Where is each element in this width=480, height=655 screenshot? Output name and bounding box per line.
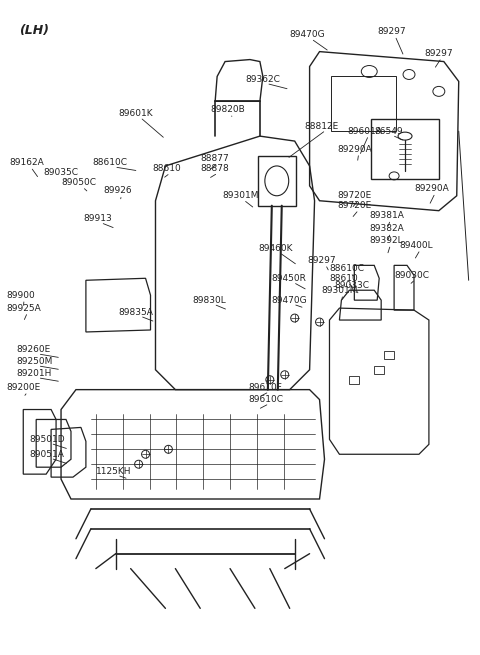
Bar (332, 77, 396, 131)
Bar (371, 119, 439, 179)
Text: 89201H: 89201H (16, 369, 52, 378)
Text: 1125KH: 1125KH (96, 466, 132, 476)
Text: 88877: 88877 (200, 155, 229, 164)
Text: 89260E: 89260E (16, 345, 50, 354)
Text: 89362C: 89362C (245, 75, 280, 84)
Text: 89470G: 89470G (290, 30, 325, 39)
Text: 89382A: 89382A (369, 224, 404, 233)
Text: 89820B: 89820B (210, 105, 245, 114)
Text: (LH): (LH) (19, 24, 49, 37)
Text: 89610C: 89610C (248, 395, 283, 404)
Text: 89381A: 89381A (369, 211, 404, 220)
Text: 89925A: 89925A (6, 304, 41, 312)
Text: 89051A: 89051A (29, 450, 64, 458)
Text: 89392L: 89392L (369, 236, 403, 245)
Text: 88610C: 88610C (93, 159, 128, 168)
Text: 89926: 89926 (104, 186, 132, 195)
Text: 89501D: 89501D (29, 435, 65, 444)
Text: 89050C: 89050C (61, 178, 96, 187)
Text: 89033C: 89033C (335, 281, 370, 290)
Text: 89720E: 89720E (337, 201, 372, 210)
Text: 89030C: 89030C (394, 271, 429, 280)
Text: 89301M: 89301M (222, 191, 259, 200)
Text: 89460K: 89460K (258, 244, 292, 253)
Text: 88610C: 88610C (329, 264, 364, 273)
Text: 89450R: 89450R (272, 274, 307, 283)
Text: 89290A: 89290A (414, 184, 449, 193)
Text: 86549: 86549 (374, 126, 403, 136)
Bar (374, 365, 384, 374)
Text: 89601K: 89601K (119, 109, 153, 118)
Text: 89610F: 89610F (248, 383, 282, 392)
Text: 89830L: 89830L (192, 295, 226, 305)
Text: 89835A: 89835A (119, 308, 154, 316)
Text: 89297: 89297 (377, 28, 406, 36)
Text: 89200E: 89200E (6, 383, 41, 392)
Bar (384, 351, 394, 359)
Bar (349, 376, 360, 384)
Text: 89297: 89297 (424, 49, 453, 58)
Text: 88610: 88610 (329, 274, 358, 283)
Text: 89162A: 89162A (9, 159, 44, 168)
Text: 88812E: 88812E (305, 122, 339, 130)
Text: 89720E: 89720E (337, 191, 372, 200)
Bar (258, 156, 296, 206)
Text: 89913: 89913 (83, 214, 112, 223)
Text: 89035C: 89035C (43, 168, 78, 178)
Text: 89250M: 89250M (16, 357, 53, 366)
Text: 89301M: 89301M (322, 286, 358, 295)
Text: 89400L: 89400L (399, 241, 432, 250)
Text: 89297: 89297 (308, 256, 336, 265)
Text: 89601A: 89601A (348, 126, 382, 136)
Text: 88610: 88610 (153, 164, 181, 174)
Text: 89470G: 89470G (272, 295, 307, 305)
Text: 89900: 89900 (6, 291, 35, 300)
Text: 88878: 88878 (200, 164, 229, 174)
Text: 89290A: 89290A (337, 145, 372, 153)
